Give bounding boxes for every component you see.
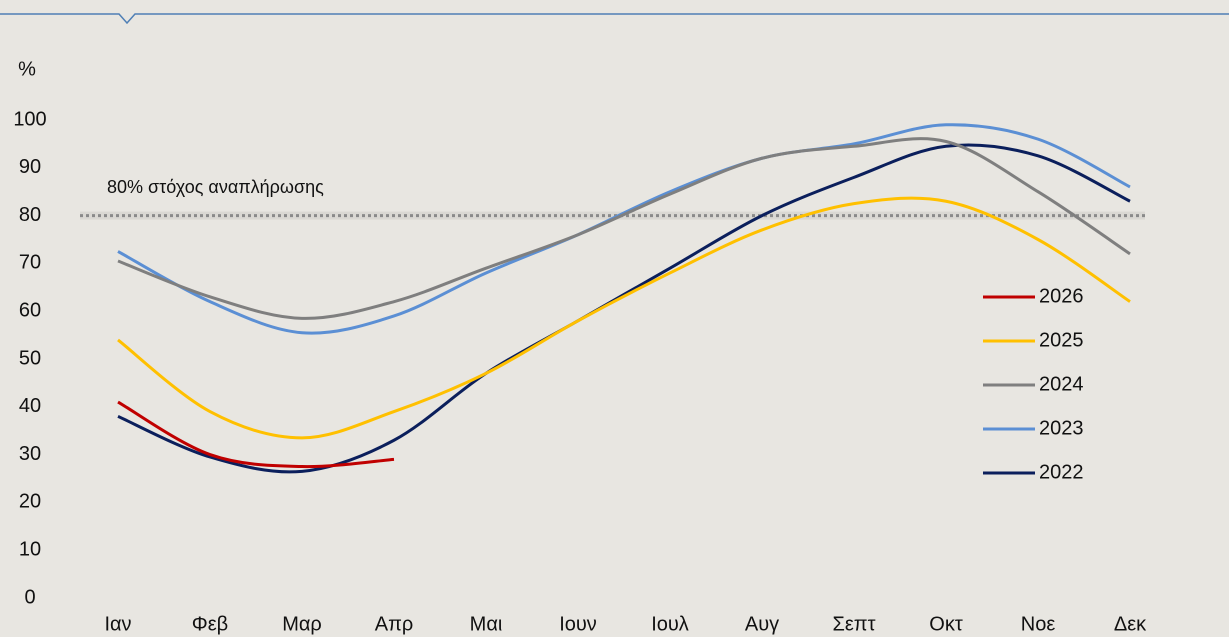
- y-tick-label: 80: [19, 204, 41, 226]
- target-band: [80, 211, 1145, 220]
- x-tick-label: Ιαν: [104, 613, 131, 635]
- y-tick-label: 60: [19, 299, 41, 321]
- y-tick-label: 90: [19, 156, 41, 178]
- y-tick-label: 20: [19, 491, 41, 513]
- legend-label: 2023: [1039, 417, 1084, 439]
- x-tick-label: Ιουλ: [651, 613, 689, 635]
- x-tick-label: Δεκ: [1114, 613, 1147, 635]
- x-tick-label: Μαι: [470, 613, 503, 635]
- x-tick-label: Νοε: [1021, 613, 1056, 635]
- x-tick-label: Αυγ: [745, 613, 779, 635]
- y-tick-label: 30: [19, 443, 41, 465]
- annotation: 80% στόχος αναπλήρωσης: [107, 177, 324, 197]
- series-line: [117, 196, 1131, 440]
- x-tick-label: Φεβ: [192, 613, 228, 635]
- y-tick-label: 100: [13, 108, 46, 130]
- top-rule: [0, 13, 1229, 25]
- legend-label: 2022: [1039, 461, 1084, 483]
- legend-label: 2026: [1039, 285, 1084, 307]
- series-line: [117, 400, 395, 469]
- x-tick-label: Οκτ: [929, 613, 963, 635]
- series-line: [117, 137, 1131, 320]
- x-tick-label: Απρ: [375, 613, 414, 635]
- y-tick-label: 40: [19, 395, 41, 417]
- y-tick-label: 0: [24, 586, 35, 608]
- x-tick-label: Μαρ: [282, 613, 322, 635]
- y-tick-label: 10: [19, 538, 41, 560]
- legend-label: 2025: [1039, 329, 1084, 351]
- y-tick-label: 70: [19, 252, 41, 274]
- legend-label: 2024: [1039, 373, 1084, 395]
- x-tick-label: Ιουν: [559, 613, 597, 635]
- x-tick-label: Σεπτ: [833, 613, 876, 635]
- y-tick-label: 50: [19, 347, 41, 369]
- y-axis-label: %: [18, 58, 36, 80]
